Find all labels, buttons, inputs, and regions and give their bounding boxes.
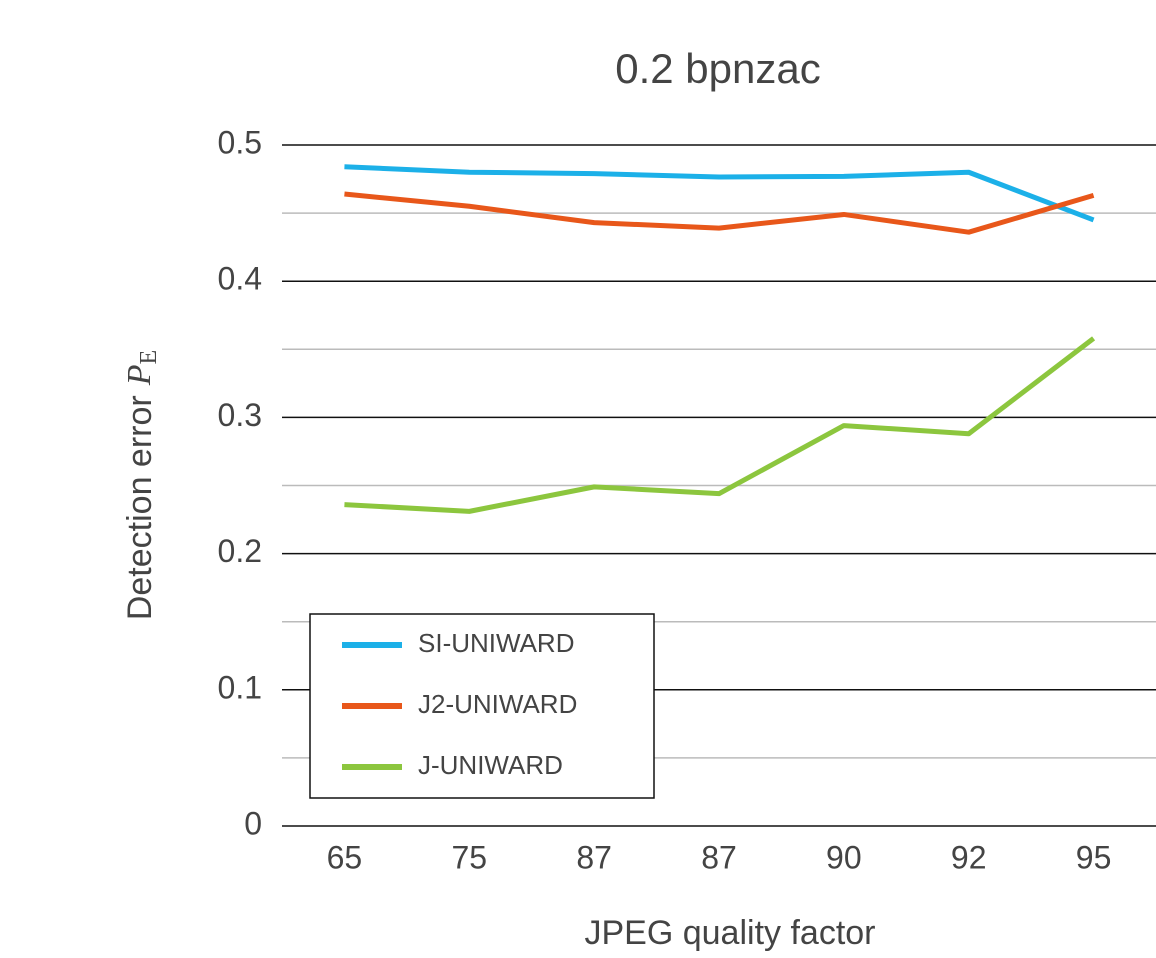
- line-series: [344, 164, 1095, 223]
- y-axis-label-text: Detection error: [121, 395, 159, 620]
- y-tick-label: 0.1: [218, 669, 262, 705]
- x-axis-label: JPEG quality factor: [584, 914, 875, 952]
- y-tick-label: 0.3: [218, 397, 262, 433]
- y-axis-label-symbol: P: [121, 365, 158, 387]
- y-tick-label: 0.2: [218, 533, 262, 569]
- chart-title: 0.2 bpnzac: [615, 45, 821, 92]
- x-tick-label: 65: [327, 839, 363, 875]
- y-axis-label-group: Detection error PE: [121, 350, 162, 620]
- x-tick-label: 75: [451, 839, 487, 875]
- legend-label: J2-UNIWARD: [418, 689, 577, 719]
- legend: SI-UNIWARD J2-UNIWARD J-UNIWARD: [309, 613, 655, 799]
- x-tick-label: 87: [701, 839, 737, 875]
- y-tick-label: 0: [244, 805, 262, 841]
- x-tick-label: 87: [576, 839, 612, 875]
- legend-label: J-UNIWARD: [418, 750, 563, 780]
- y-axis-label-subscript: E: [136, 350, 162, 365]
- y-tick-label: 0.5: [218, 124, 262, 160]
- line-series: [344, 191, 1095, 235]
- x-tick-label: 92: [951, 839, 987, 875]
- y-axis-label: Detection error PE: [121, 350, 162, 620]
- x-tick-label: 95: [1076, 839, 1112, 875]
- x-tick-label: 90: [826, 839, 862, 875]
- legend-label: SI-UNIWARD: [418, 628, 574, 658]
- line-series: [344, 336, 1096, 514]
- y-tick-label: 0.4: [218, 261, 262, 297]
